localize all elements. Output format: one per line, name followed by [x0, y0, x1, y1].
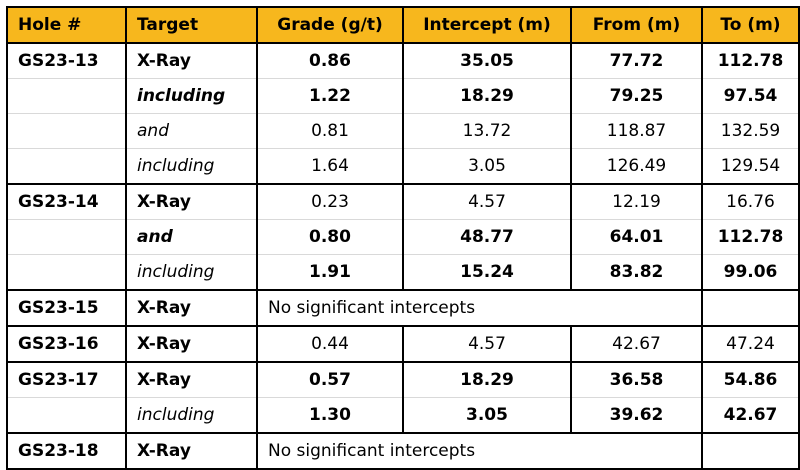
table-row: GS23-14 X-Ray 0.23 4.57 12.19 16.76 — [6, 183, 800, 220]
grade-cell: 0.86 — [256, 42, 404, 79]
hole-cell: GS23-13 — [6, 42, 127, 79]
to-cell: 16.76 — [701, 183, 800, 220]
grade-cell: 0.80 — [256, 219, 404, 255]
column-header-hole: Hole # — [6, 6, 127, 44]
column-header-from: From (m) — [570, 6, 703, 44]
intercept-cell: 18.29 — [402, 78, 572, 114]
table-row: including 1.22 18.29 79.25 97.54 — [6, 78, 800, 114]
to-cell: 99.06 — [701, 254, 800, 290]
drill-results-table: Hole # Target Grade (g/t) Intercept (m) … — [6, 6, 800, 470]
table-row: including 1.64 3.05 126.49 129.54 — [6, 148, 800, 184]
target-cell: and — [125, 113, 258, 149]
hole-cell: GS23-16 — [6, 325, 127, 362]
to-cell: 129.54 — [701, 148, 800, 184]
hole-cell — [6, 148, 127, 184]
hole-cell: GS23-17 — [6, 361, 127, 398]
intercept-cell: 18.29 — [402, 361, 572, 398]
from-cell: 64.01 — [570, 219, 703, 255]
from-cell: 83.82 — [570, 254, 703, 290]
from-cell: 39.62 — [570, 397, 703, 433]
from-cell: 77.72 — [570, 42, 703, 79]
table-row: including 1.91 15.24 83.82 99.06 — [6, 254, 800, 290]
hole-cell — [6, 113, 127, 149]
table-row: GS23-18 X-Ray No significant intercepts — [6, 432, 800, 470]
column-header-to: To (m) — [701, 6, 800, 44]
from-cell: 118.87 — [570, 113, 703, 149]
to-cell: 47.24 — [701, 325, 800, 362]
grade-cell: 1.91 — [256, 254, 404, 290]
hole-cell — [6, 397, 127, 433]
hole-cell: GS23-14 — [6, 183, 127, 220]
intercept-cell: 3.05 — [402, 397, 572, 433]
table-body: GS23-13 X-Ray 0.86 35.05 77.72 112.78 includin… — [6, 42, 800, 470]
to-cell: 54.86 — [701, 361, 800, 398]
grade-cell: 0.81 — [256, 113, 404, 149]
table-header-row: Hole # Target Grade (g/t) Intercept (m) … — [6, 6, 800, 44]
grade-cell: 0.57 — [256, 361, 404, 398]
intercept-cell: 13.72 — [402, 113, 572, 149]
to-cell: 132.59 — [701, 113, 800, 149]
target-cell: X-Ray — [125, 325, 258, 362]
from-cell — [701, 289, 800, 326]
table-row: GS23-15 X-Ray No significant intercepts — [6, 289, 800, 326]
table-row: GS23-13 X-Ray 0.86 35.05 77.72 112.78 — [6, 42, 800, 79]
target-cell: X-Ray — [125, 42, 258, 79]
table-row: including 1.30 3.05 39.62 42.67 — [6, 397, 800, 433]
target-cell: X-Ray — [125, 432, 258, 470]
to-cell: 112.78 — [701, 219, 800, 255]
table-row: and 0.80 48.77 64.01 112.78 — [6, 219, 800, 255]
from-cell — [701, 432, 800, 470]
grade-cell: 1.30 — [256, 397, 404, 433]
intercept-cell: 3.05 — [402, 148, 572, 184]
hole-cell: GS23-18 — [6, 432, 127, 470]
hole-cell — [6, 219, 127, 255]
intercept-cell: 15.24 — [402, 254, 572, 290]
grade-cell: 1.64 — [256, 148, 404, 184]
from-cell: 42.67 — [570, 325, 703, 362]
target-cell: including — [125, 254, 258, 290]
table-row: and 0.81 13.72 118.87 132.59 — [6, 113, 800, 149]
no-intercepts-note: No significant intercepts — [256, 432, 703, 470]
no-intercepts-note: No significant intercepts — [256, 289, 703, 326]
target-cell: including — [125, 78, 258, 114]
intercept-cell: 4.57 — [402, 183, 572, 220]
intercept-cell: 48.77 — [402, 219, 572, 255]
from-cell: 36.58 — [570, 361, 703, 398]
to-cell: 97.54 — [701, 78, 800, 114]
to-cell: 42.67 — [701, 397, 800, 433]
target-cell: including — [125, 397, 258, 433]
from-cell: 79.25 — [570, 78, 703, 114]
table-row: GS23-17 X-Ray 0.57 18.29 36.58 54.86 — [6, 361, 800, 398]
target-cell: including — [125, 148, 258, 184]
target-cell: X-Ray — [125, 361, 258, 398]
table-row: GS23-16 X-Ray 0.44 4.57 42.67 47.24 — [6, 325, 800, 362]
from-cell: 12.19 — [570, 183, 703, 220]
target-cell: and — [125, 219, 258, 255]
grade-cell: 0.44 — [256, 325, 404, 362]
target-cell: X-Ray — [125, 289, 258, 326]
intercept-cell: 35.05 — [402, 42, 572, 79]
from-cell: 126.49 — [570, 148, 703, 184]
column-header-target: Target — [125, 6, 258, 44]
grade-cell: 1.22 — [256, 78, 404, 114]
hole-cell — [6, 254, 127, 290]
column-header-grade: Grade (g/t) — [256, 6, 404, 44]
results-table-container: Hole # Target Grade (g/t) Intercept (m) … — [6, 6, 800, 470]
hole-cell — [6, 78, 127, 114]
to-cell: 112.78 — [701, 42, 800, 79]
target-cell: X-Ray — [125, 183, 258, 220]
hole-cell: GS23-15 — [6, 289, 127, 326]
grade-cell: 0.23 — [256, 183, 404, 220]
column-header-intercept: Intercept (m) — [402, 6, 572, 44]
intercept-cell: 4.57 — [402, 325, 572, 362]
